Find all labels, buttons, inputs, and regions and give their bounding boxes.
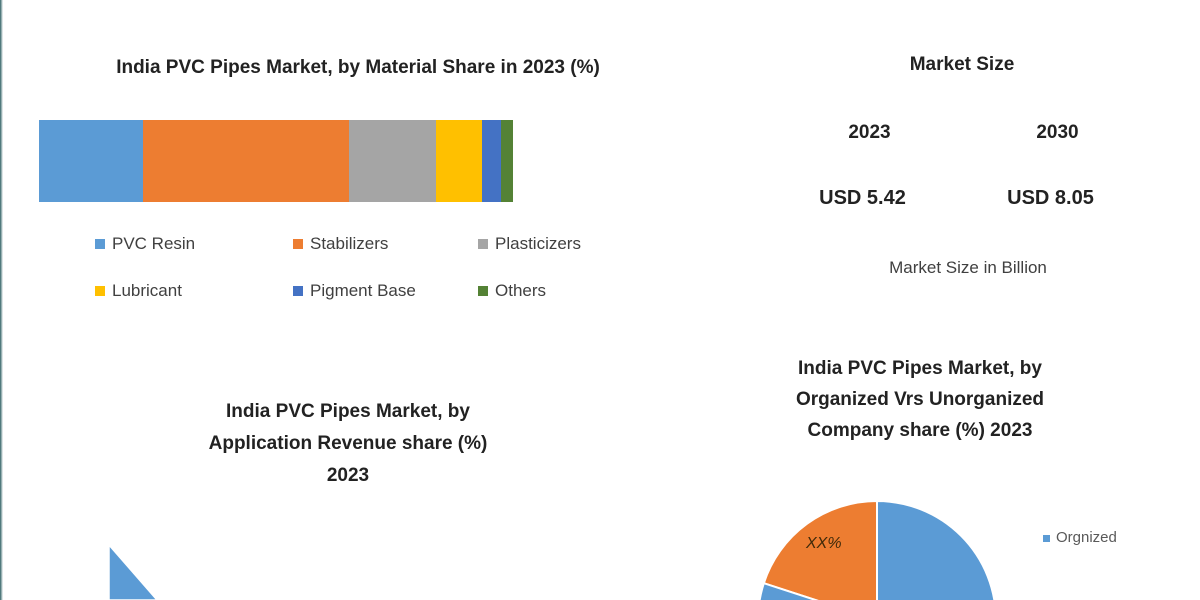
svg-text:XX%: XX% (805, 535, 842, 552)
